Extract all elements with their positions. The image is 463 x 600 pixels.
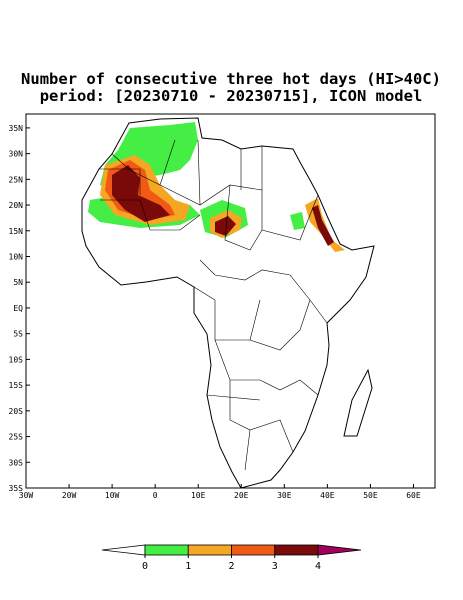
colorbar-label: 1 [185, 561, 191, 572]
lat-tick-label: 5S [13, 330, 23, 339]
lon-tick-label: 50E [363, 491, 378, 500]
lon-tick-label: 30E [277, 491, 292, 500]
lon-tick-label: 10W [105, 491, 120, 500]
lat-tick-label: 20N [9, 201, 24, 210]
lat-tick-label: 10N [9, 253, 24, 262]
colorbar-label: 3 [272, 561, 278, 572]
map-area [81, 117, 375, 488]
lon-tick-label: 30W [19, 491, 34, 500]
lat-tick-label: 10S [9, 355, 24, 364]
lat-tick-label: 20S [9, 407, 24, 416]
lat-tick-label: 35S [9, 484, 24, 493]
colorbar-under [101, 544, 146, 556]
colorbar-segment [231, 544, 276, 556]
lat-tick-label: 15S [9, 381, 24, 390]
country-borders [99, 139, 328, 471]
title: Number of consecutive three hot days (HI… [21, 70, 441, 88]
madagascar [343, 368, 373, 437]
map-frame [25, 113, 436, 489]
heat-area [215, 216, 236, 236]
lon-tick-label: 20W [62, 491, 77, 500]
colorbar-label: 2 [228, 561, 234, 572]
heat-area [290, 212, 305, 230]
colorbar-segment [144, 544, 189, 556]
lat-tick-label: 5N [13, 278, 23, 287]
lat-tick-label: 25S [9, 433, 24, 442]
lat-tick-label: 30S [9, 458, 24, 467]
lon-tick-label: 40E [320, 491, 335, 500]
lat-tick-label: 15N [9, 227, 24, 236]
colorbar-segment [187, 544, 232, 556]
colorbar-label: 4 [315, 561, 321, 572]
colorbar-over [317, 544, 362, 556]
lat-tick-label: 30N [9, 150, 24, 159]
lat-tick-label: 25N [9, 175, 24, 184]
heat-area [112, 165, 170, 222]
subtitle: period: [20230710 - 20230715], ICON mode… [40, 87, 423, 105]
lon-tick-label: 60E [406, 491, 421, 500]
lon-tick-label: 0 [153, 491, 158, 500]
heat-areas [88, 122, 345, 252]
heat-area [312, 205, 334, 246]
lon-tick-label: 10E [191, 491, 206, 500]
lon-tick-label: 20E [234, 491, 249, 500]
colorbar-label: 0 [142, 561, 148, 572]
lat-tick-label: 35N [9, 124, 24, 133]
colorbar-segment [274, 544, 319, 556]
lat-tick-label: EQ [13, 304, 23, 313]
